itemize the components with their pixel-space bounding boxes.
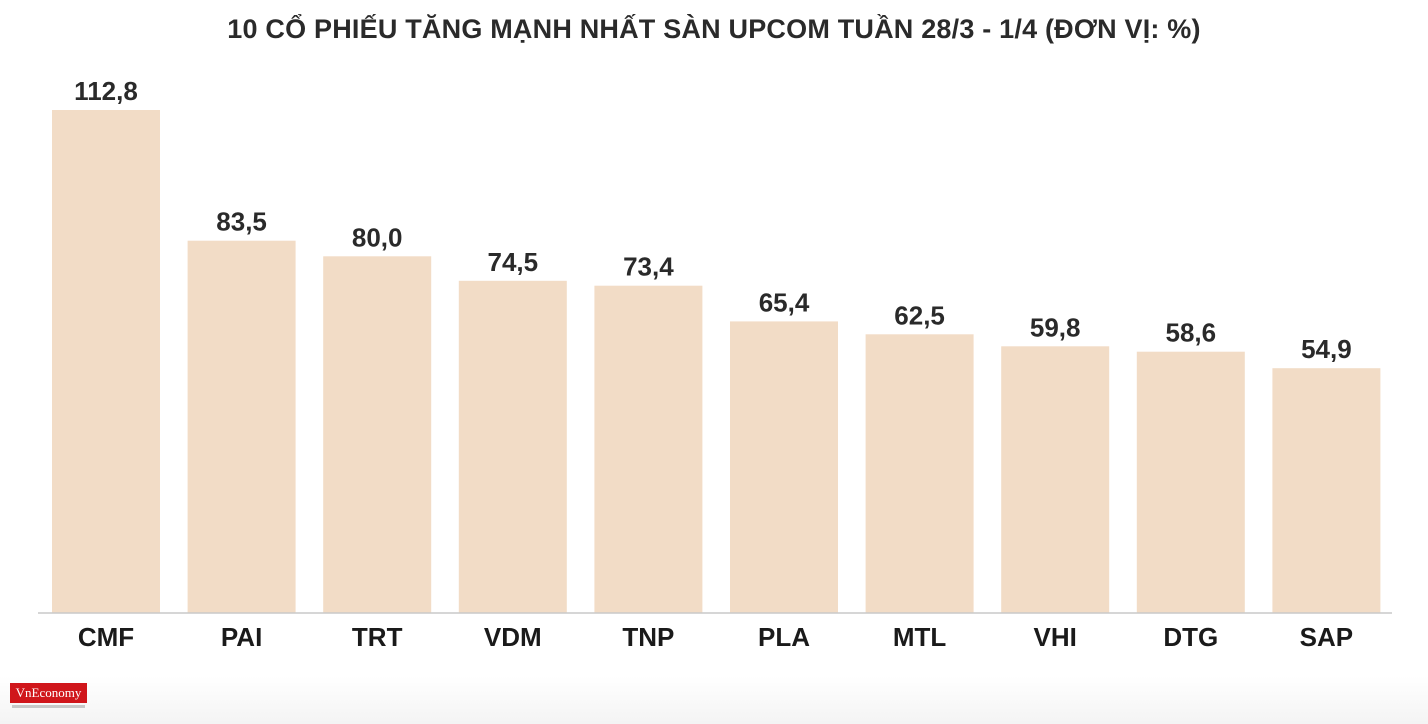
category-label-mtl: MTL: [893, 622, 947, 652]
value-label-pai: 83,5: [216, 207, 267, 237]
bar-mtl: [865, 334, 974, 613]
bar-pla: [730, 321, 838, 613]
value-labels-group: 112,8 83,5 80,0 74,5 73,4 65,4 62,5 59,8 58,6 54,…: [74, 76, 1352, 364]
bars-group: [52, 110, 1381, 613]
value-label-pla: 65,4: [759, 287, 810, 317]
bar-sap: [1272, 368, 1381, 613]
value-label-sap: 54,9: [1301, 334, 1352, 364]
value-label-dtg: 58,6: [1165, 318, 1216, 348]
value-label-tnp: 73,4: [623, 252, 674, 282]
category-label-vdm: VDM: [484, 622, 542, 652]
bar-chart: 112,8 83,5 80,0 74,5 73,4 65,4 62,5 59,8 58,6 54,…: [38, 76, 1392, 652]
category-label-trt: TRT: [352, 622, 403, 652]
logo-text: VnEconomy: [15, 685, 82, 700]
logo-tagline-line: [12, 705, 85, 708]
category-label-tnp: TNP: [622, 622, 674, 652]
logo-box: [10, 683, 87, 703]
bar-tnp: [594, 285, 703, 613]
value-label-vhi: 59,8: [1030, 312, 1081, 342]
bar-pai: [187, 240, 296, 613]
category-label-cmf: CMF: [78, 622, 134, 652]
category-labels-group: CMF PAI TRT VDM TNP PLA MTL VHI DTG SAP: [78, 622, 1353, 652]
value-label-mtl: 62,5: [894, 300, 945, 330]
bar-vhi: [1001, 346, 1110, 613]
chart-title: 10 CỔ PHIẾU TĂNG MẠNH NHẤT SÀN UPCOM TUẦ…: [227, 14, 1201, 44]
bar-vdm: [458, 280, 567, 613]
category-label-sap: SAP: [1300, 622, 1353, 652]
category-label-pla: PLA: [758, 622, 810, 652]
category-label-pai: PAI: [221, 622, 262, 652]
category-label-vhi: VHI: [1034, 622, 1077, 652]
bar-cmf: [52, 110, 160, 613]
value-label-trt: 80,0: [352, 222, 403, 252]
bar-trt: [323, 256, 432, 613]
value-label-vdm: 74,5: [487, 247, 538, 277]
vneconomy-logo: VnEconomy: [10, 683, 87, 711]
bar-dtg: [1136, 351, 1245, 613]
category-label-dtg: DTG: [1163, 622, 1218, 652]
value-label-cmf: 112,8: [74, 76, 138, 106]
footer-band: [0, 676, 1428, 724]
